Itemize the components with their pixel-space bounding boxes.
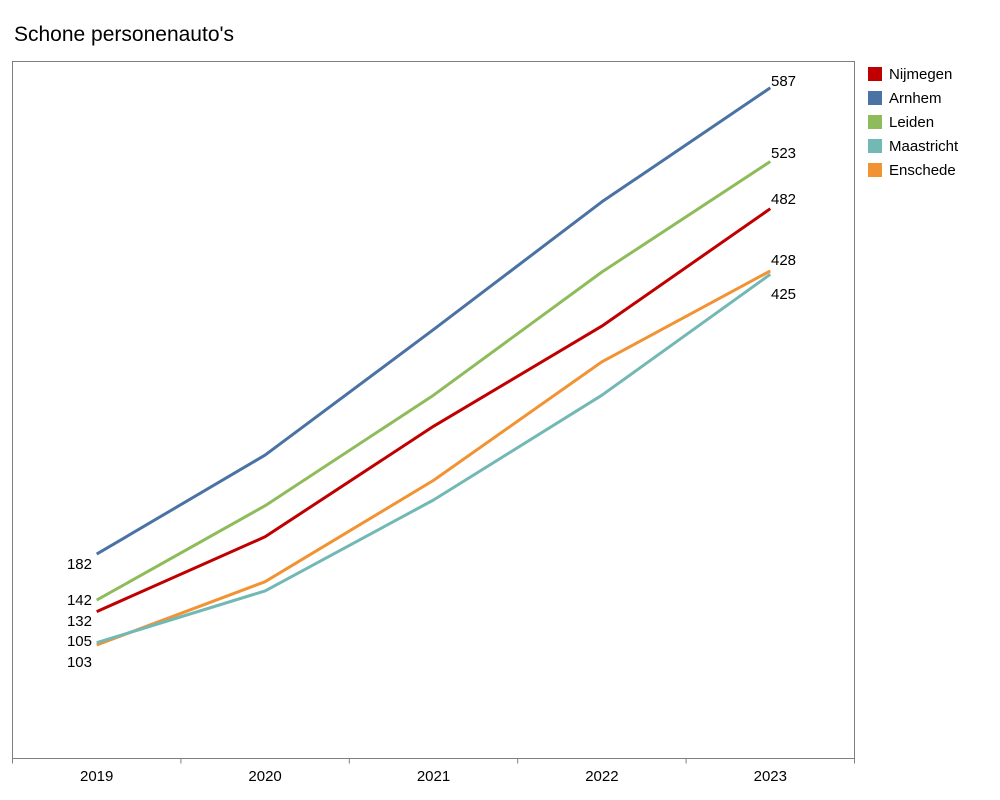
legend-label-enschede: Enschede	[889, 162, 956, 179]
x-tick-label: 2023	[754, 768, 787, 785]
series-line-nijmegen	[96, 207, 772, 613]
data-label-maastricht-2019: 105	[67, 633, 92, 650]
legend-label-arnhem: Arnhem	[889, 90, 942, 107]
data-label-leiden-2019: 142	[67, 592, 92, 609]
chart-title: Schone personenauto's	[14, 23, 234, 46]
data-label-enschede-2019: 103	[67, 654, 92, 671]
legend-swatch-arnhem	[868, 91, 882, 105]
x-tick-label: 2021	[417, 768, 450, 785]
legend-label-leiden: Leiden	[889, 114, 934, 131]
series-line-enschede	[96, 269, 772, 647]
x-tick-label: 2022	[585, 768, 618, 785]
data-label-arnhem-2019: 182	[67, 556, 92, 573]
legend-swatch-maastricht	[868, 139, 882, 153]
legend-label-nijmegen: Nijmegen	[889, 66, 952, 83]
data-label-nijmegen-2023: 482	[771, 191, 796, 208]
x-tick-label: 2020	[248, 768, 281, 785]
series-line-leiden	[95, 160, 772, 602]
data-label-arnhem-2023: 587	[771, 73, 796, 90]
legend-swatch-nijmegen	[868, 67, 882, 81]
data-label-leiden-2023: 523	[771, 145, 796, 162]
data-labels: 182 142 132 105 103 587 523 482 428 425	[67, 73, 796, 671]
series-line-arnhem	[95, 86, 772, 556]
data-label-nijmegen-2019: 132	[67, 613, 92, 630]
series-lines	[95, 86, 772, 647]
plot-area	[12, 61, 855, 759]
data-label-enschede-2023: 428	[771, 252, 796, 269]
legend-swatch-enschede	[868, 163, 882, 177]
legend-swatch-leiden	[868, 115, 882, 129]
legend: Nijmegen Arnhem Leiden Maastricht Enschede	[868, 66, 959, 179]
x-tick-label: 2019	[80, 768, 113, 785]
data-label-maastricht-2023: 425	[771, 286, 796, 303]
series-line-maastricht	[96, 273, 772, 645]
legend-label-maastricht: Maastricht	[889, 138, 959, 155]
x-axis: 2019 2020 2021 2022 2023	[12, 758, 855, 785]
